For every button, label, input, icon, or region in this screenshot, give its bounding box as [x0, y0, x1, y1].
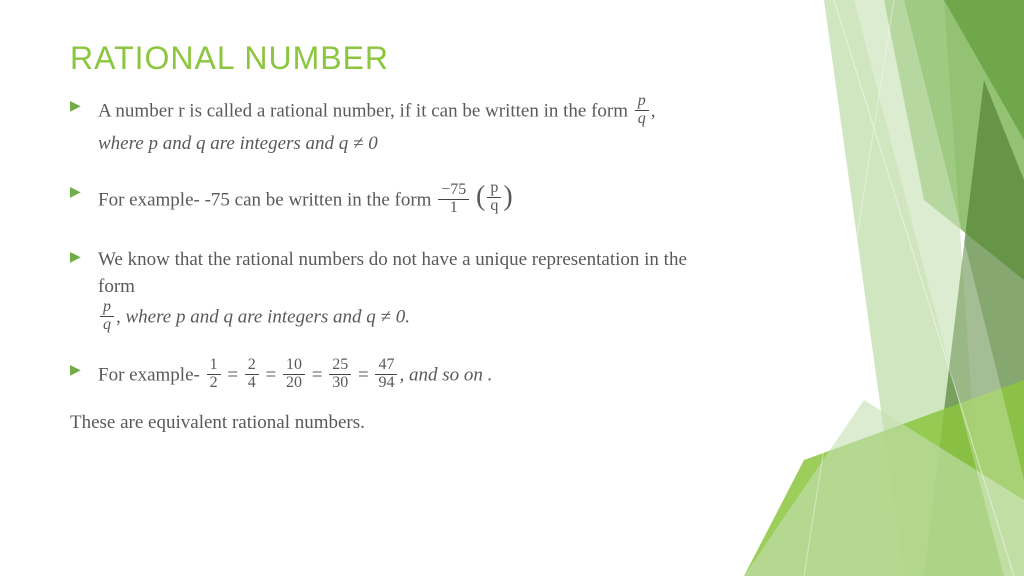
closing-text: These are equivalent rational numbers. — [70, 412, 700, 434]
slide-title: RATIONAL NUMBER — [70, 40, 700, 77]
bullet-1: A number r is called a rational number, … — [70, 95, 700, 157]
bullet-list: A number r is called a rational number, … — [70, 95, 700, 394]
facet-decoration — [744, 0, 1024, 576]
slide-content: RATIONAL NUMBER A number r is called a r… — [0, 0, 760, 474]
bullet-4: For example- 12 = 24 = 1020 = 2530 = 479… — [70, 359, 700, 394]
bullet-3: We know that the rational numbers do not… — [70, 246, 700, 336]
bullet-2: For example- -75 can be written in the f… — [70, 181, 700, 222]
